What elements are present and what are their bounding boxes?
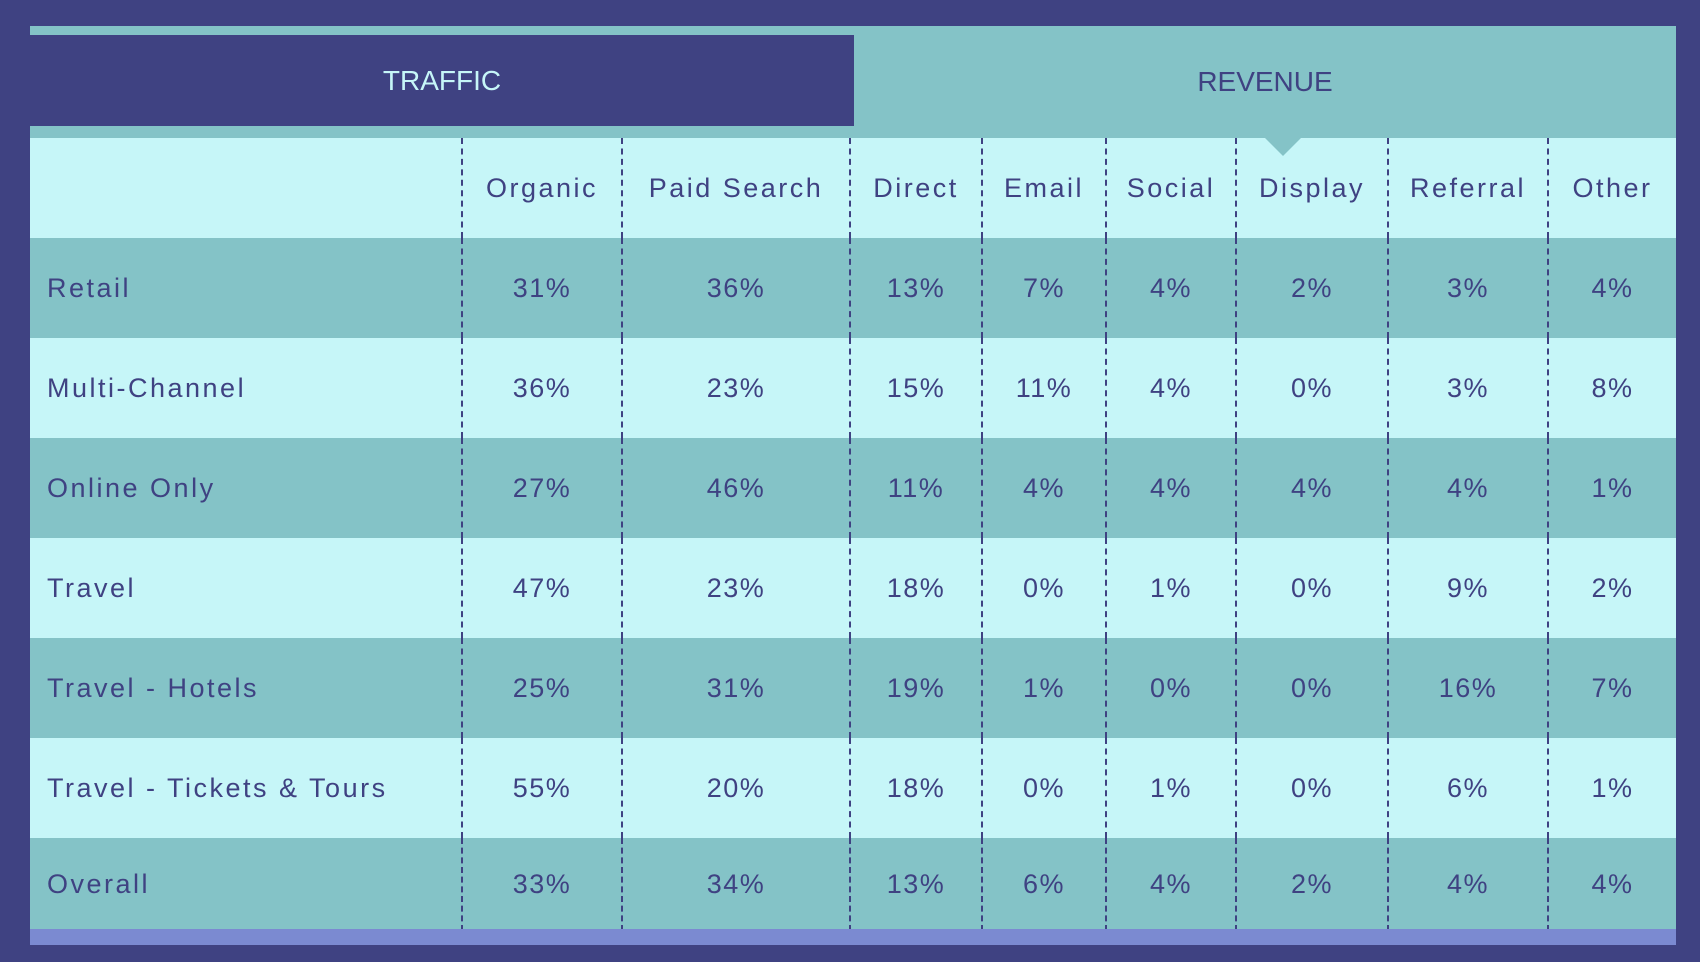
table-cell-value: 36% xyxy=(621,238,849,338)
tab-pointer-icon xyxy=(1265,138,1301,156)
row-label: Multi-Channel xyxy=(47,372,247,403)
table-cell-value: 0% xyxy=(981,538,1105,638)
tab-revenue[interactable]: REVENUE xyxy=(854,26,1676,138)
row-label: Online Only xyxy=(47,472,216,503)
table-cell-value: 19% xyxy=(849,638,981,738)
table-cell-value: 13% xyxy=(849,838,981,931)
bottom-accent-bar xyxy=(30,929,1676,945)
table-cell-value: 2% xyxy=(1547,538,1676,638)
table-cell-value: 4% xyxy=(1105,238,1235,338)
table-cell-value: 4% xyxy=(1235,438,1387,538)
row-label: Retail xyxy=(47,272,132,303)
table-cell-value: 27% xyxy=(461,438,621,538)
table-cell-value: 18% xyxy=(849,538,981,638)
table-cell-value: 0% xyxy=(981,738,1105,838)
row-label: Overall xyxy=(47,869,151,899)
table-cell-value: 4% xyxy=(1547,238,1676,338)
column-header: Organic xyxy=(461,138,621,238)
table-cell-value: 11% xyxy=(981,338,1105,438)
table-cell-value: 4% xyxy=(1105,438,1235,538)
tab-traffic[interactable]: TRAFFIC xyxy=(30,35,854,126)
column-header: Display xyxy=(1235,138,1387,238)
table-cell-value: 4% xyxy=(1387,838,1547,931)
column-header: Social xyxy=(1105,138,1235,238)
table-cell-value: 18% xyxy=(849,738,981,838)
column-header: Other xyxy=(1547,138,1676,238)
table-cell-value: 16% xyxy=(1387,638,1547,738)
table-header-row: Organic Paid Search Direct Email Social Displ… xyxy=(30,138,1676,238)
column-header: Direct xyxy=(849,138,981,238)
row-label: Travel - Tickets & Tours xyxy=(47,772,388,803)
table-cell-value: 31% xyxy=(461,238,621,338)
table-cell-value: 7% xyxy=(981,238,1105,338)
table-cell-value: 6% xyxy=(981,838,1105,931)
table-cell-value: 46% xyxy=(621,438,849,538)
table-cell-value: 23% xyxy=(621,538,849,638)
table-cell-value: 0% xyxy=(1235,738,1387,838)
table-cell-value: 47% xyxy=(461,538,621,638)
table-cell-value: 4% xyxy=(981,438,1105,538)
table-cell-value: 11% xyxy=(849,438,981,538)
table-cell-value: 23% xyxy=(621,338,849,438)
column-header: Email xyxy=(981,138,1105,238)
table-cell-value: 2% xyxy=(1235,838,1387,931)
table-row: Travel - Hotels 25% 31% 19% 1% 0% 0% 16% 7% xyxy=(30,638,1676,738)
table-cell-value: 33% xyxy=(461,838,621,931)
table-cell-value: 25% xyxy=(461,638,621,738)
table-cell-value: 4% xyxy=(1105,838,1235,931)
table-cell-value: 2% xyxy=(1235,238,1387,338)
tab-traffic-label: TRAFFIC xyxy=(382,64,502,96)
tab-revenue-label: REVENUE xyxy=(1197,66,1333,97)
table-row: Online Only 27% 46% 11% 4% 4% 4% 4% 1% xyxy=(30,438,1676,538)
row-label: Travel xyxy=(47,572,137,603)
table-cell-value: 20% xyxy=(621,738,849,838)
column-header: Referral xyxy=(1387,138,1547,238)
table-cell-value: 34% xyxy=(621,838,849,931)
table-cell-value: 1% xyxy=(1105,538,1235,638)
table-cell-value: 0% xyxy=(1235,338,1387,438)
table-row: Travel - Tickets & Tours 55% 20% 18% 0% 1% 0% 6… xyxy=(30,738,1676,838)
table-cell-value: 6% xyxy=(1387,738,1547,838)
table-cell-value: 31% xyxy=(621,638,849,738)
table-cell-value: 4% xyxy=(1387,438,1547,538)
column-header: Paid Search xyxy=(621,138,849,238)
table-cell-value: 3% xyxy=(1387,238,1547,338)
table-cell-value: 8% xyxy=(1547,338,1676,438)
table-cell-value: 4% xyxy=(1105,338,1235,438)
table-row: Multi-Channel 36% 23% 15% 11% 4% 0% 3% 8% xyxy=(30,338,1676,438)
table-cell-value: 1% xyxy=(1547,438,1676,538)
table-cell-value: 55% xyxy=(461,738,621,838)
table-cell-value: 1% xyxy=(1547,738,1676,838)
table-cell-value: 13% xyxy=(849,238,981,338)
table-cell-value: 4% xyxy=(1547,838,1676,931)
table-cell-value: 1% xyxy=(981,638,1105,738)
table-cell-value: 3% xyxy=(1387,338,1547,438)
table-cell-value: 9% xyxy=(1387,538,1547,638)
table-row: Overall 33% 34% 13% 6% 4% 2% 4% 4% xyxy=(30,838,1676,931)
table-cell-value: 1% xyxy=(1105,738,1235,838)
table-cell-value: 36% xyxy=(461,338,621,438)
channel-table: Organic Paid Search Direct Email Social Displ… xyxy=(30,138,1676,931)
table-cell-value: 0% xyxy=(1235,638,1387,738)
table-cell-value: 7% xyxy=(1547,638,1676,738)
table-cell-value: 0% xyxy=(1235,538,1387,638)
header-cell-empty xyxy=(30,138,461,238)
table-cell-value: 0% xyxy=(1105,638,1235,738)
row-label: Travel - Hotels xyxy=(47,672,260,703)
table-cell-value: 15% xyxy=(849,338,981,438)
traffic-revenue-panel: REVENUE TRAFFIC Organic Paid Search Direct… xyxy=(30,26,1676,945)
table-row: Retail 31% 36% 13% 7% 4% 2% 3% 4% xyxy=(30,238,1676,338)
table-row: Travel 47% 23% 18% 0% 1% 0% 9% 2% xyxy=(30,538,1676,638)
